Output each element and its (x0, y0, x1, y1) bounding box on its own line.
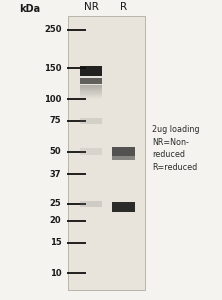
Bar (80, 118, 103, 124)
Text: 15: 15 (50, 238, 61, 247)
Bar (80, 92, 103, 93)
Bar (80, 97, 103, 98)
Bar (80, 94, 103, 95)
Text: 150: 150 (44, 64, 61, 73)
Bar (80, 95, 103, 96)
Bar (80, 90, 103, 91)
Text: 75: 75 (50, 116, 61, 125)
Text: 10: 10 (50, 269, 61, 278)
Bar (80, 93, 103, 94)
Text: 50: 50 (50, 147, 61, 156)
Text: 20: 20 (50, 216, 61, 225)
Bar (112, 202, 135, 212)
Bar (112, 156, 135, 160)
Bar (112, 147, 135, 156)
Text: kDa: kDa (20, 4, 41, 14)
Bar (80, 89, 103, 90)
Text: 37: 37 (50, 170, 61, 179)
Text: NR: NR (84, 2, 99, 12)
Bar (80, 66, 103, 76)
Bar (80, 148, 103, 154)
Text: 2ug loading
NR=Non-
reduced
R=reduced: 2ug loading NR=Non- reduced R=reduced (152, 125, 199, 172)
Bar (80, 85, 103, 86)
Bar (80, 98, 103, 99)
Bar (80, 201, 103, 207)
Bar (80, 86, 103, 87)
Text: 100: 100 (44, 94, 61, 103)
Bar (68, 16, 145, 290)
Bar (80, 96, 103, 97)
Text: 25: 25 (50, 200, 61, 208)
Bar (80, 87, 103, 88)
Text: R: R (120, 2, 127, 12)
Text: 250: 250 (44, 25, 61, 34)
Bar (80, 88, 103, 89)
Bar (80, 77, 103, 84)
